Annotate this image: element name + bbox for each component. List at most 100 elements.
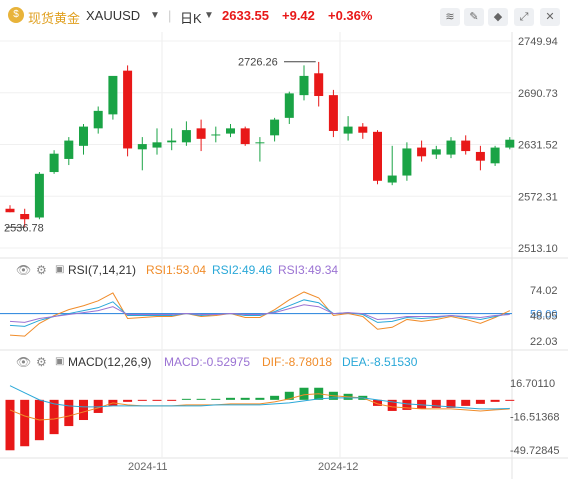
eye-icon[interactable]: 👁 bbox=[16, 355, 32, 369]
chart-type-icon[interactable]: ≋ bbox=[440, 8, 460, 26]
candle-body bbox=[137, 144, 147, 150]
fullscreen-icon[interactable]: ⤢ bbox=[514, 8, 534, 26]
draw-tool-icon[interactable]: ✎ bbox=[464, 8, 484, 26]
macd-histogram-bar bbox=[402, 399, 412, 410]
candle-body bbox=[505, 139, 515, 148]
price-change-pct: +0.36% bbox=[328, 8, 373, 23]
macd-value: MACD:-0.52975 bbox=[164, 355, 251, 369]
macd-histogram-bar bbox=[123, 399, 133, 402]
last-price: 2633.55 bbox=[222, 8, 269, 23]
rsi-tick-label: 74.02 bbox=[530, 285, 558, 297]
macd-tick-label: 16.70110 bbox=[510, 378, 555, 390]
macd-histogram-bar bbox=[373, 399, 382, 406]
macd-histogram-bar bbox=[64, 399, 74, 427]
gold-coin-icon: $ bbox=[8, 7, 24, 23]
macd-histogram-bar bbox=[196, 398, 206, 400]
symbol-dropdown-icon[interactable]: ▼ bbox=[150, 10, 160, 21]
candle-body bbox=[255, 142, 265, 144]
candle-body bbox=[461, 140, 471, 152]
macd-pane-header: 👁 ⚙ ▣ MACD(12,26,9) MACD:-0.52975 DIF:-8… bbox=[0, 352, 568, 372]
rsi1-value: RSI1:53.04 bbox=[146, 263, 207, 277]
price-tick-label: 2749.94 bbox=[518, 36, 558, 48]
macd-histogram-bar bbox=[5, 399, 15, 451]
candle-body bbox=[181, 130, 191, 143]
price-tick-label: 2631.52 bbox=[518, 140, 558, 152]
candle-body bbox=[93, 110, 103, 129]
macd-histogram-bar bbox=[270, 395, 280, 400]
macd-histogram-bar bbox=[226, 397, 235, 400]
candle-body bbox=[152, 142, 162, 148]
high-annotation: 2726.26 bbox=[238, 57, 278, 69]
chart-header: $ 现货黄金 XAUUSD ▼ | 日K ▼ 2633.55 +9.42 +0.… bbox=[0, 0, 568, 32]
price-tick-label: 2572.31 bbox=[518, 191, 558, 203]
rsi-pane-header: 👁 ⚙ ▣ RSI(7,14,21) RSI1:53.04 RSI2:49.46… bbox=[0, 260, 568, 280]
candle-body bbox=[108, 75, 118, 115]
indicator-icon[interactable]: ◆ bbox=[488, 8, 508, 26]
rsi-line-rsi2 bbox=[9, 299, 510, 327]
candle-body bbox=[475, 151, 485, 161]
macd-histogram-bar bbox=[505, 399, 515, 401]
macd-histogram-bar bbox=[211, 398, 221, 400]
symbol-code[interactable]: XAUUSD bbox=[86, 8, 141, 23]
close-icon[interactable]: ✕ bbox=[540, 8, 560, 26]
candle-body bbox=[270, 119, 280, 136]
settings-icon[interactable]: ⚙ bbox=[36, 263, 47, 277]
candle-body bbox=[446, 140, 456, 155]
candle-body bbox=[314, 73, 324, 97]
macd-line-dea bbox=[9, 385, 510, 410]
indicator-box-icon[interactable]: ▣ bbox=[55, 264, 65, 275]
settings-icon[interactable]: ⚙ bbox=[36, 355, 47, 369]
low-annotation: 2536.78 bbox=[4, 222, 44, 234]
symbol-name[interactable]: 现货黄金 bbox=[28, 11, 81, 26]
macd-histogram-bar bbox=[417, 399, 427, 409]
candle-body bbox=[20, 214, 30, 220]
rsi-tick-label: 48.05 bbox=[530, 310, 558, 322]
candle-body bbox=[49, 153, 59, 173]
rsi3-value: RSI3:49.34 bbox=[278, 263, 339, 277]
candle-body bbox=[79, 126, 88, 146]
candle-body bbox=[226, 128, 235, 134]
macd-histogram-bar bbox=[93, 399, 103, 413]
macd-histogram-bar bbox=[49, 399, 59, 435]
candle-body bbox=[387, 175, 397, 183]
macd-histogram-bar bbox=[240, 397, 250, 400]
macd-tick-label: -49.72845 bbox=[510, 445, 560, 457]
macd-histogram-bar bbox=[20, 399, 30, 447]
candle-body bbox=[417, 147, 427, 157]
indicator-box-icon[interactable]: ▣ bbox=[55, 356, 65, 367]
macd-line-dif bbox=[9, 393, 510, 421]
macd-histogram-bar bbox=[152, 399, 162, 401]
dif-value: DIF:-8.78018 bbox=[262, 355, 333, 369]
candle-body bbox=[211, 134, 221, 136]
macd-histogram-bar bbox=[284, 391, 294, 400]
price-tick-label: 2690.73 bbox=[518, 88, 558, 100]
candle-body bbox=[240, 128, 250, 145]
rsi-label: RSI(7,14,21) bbox=[68, 263, 137, 277]
macd-histogram-bar bbox=[387, 399, 397, 411]
rsi-tick-label: 50.00 bbox=[530, 309, 558, 321]
eye-icon[interactable]: 👁 bbox=[16, 263, 32, 277]
macd-histogram-bar bbox=[475, 399, 485, 404]
candle-body bbox=[167, 140, 177, 143]
candle-body bbox=[373, 131, 382, 181]
candle-body bbox=[431, 149, 441, 155]
candle-body bbox=[358, 126, 368, 133]
macd-tick-label: -16.51368 bbox=[510, 412, 560, 424]
macd-histogram-bar bbox=[446, 399, 456, 408]
candle-body bbox=[196, 128, 206, 139]
date-tick-label: 2024-11 bbox=[128, 461, 168, 473]
candle-body bbox=[343, 126, 353, 134]
candle-body bbox=[284, 93, 294, 118]
period-selector[interactable]: 日K bbox=[180, 11, 202, 26]
macd-histogram-bar bbox=[137, 399, 147, 401]
price-change: +9.42 bbox=[282, 8, 315, 23]
price-tick-label: 2513.10 bbox=[518, 243, 558, 255]
dea-value: DEA:-8.51530 bbox=[342, 355, 418, 369]
period-dropdown-icon[interactable]: ▼ bbox=[204, 10, 214, 21]
candle-body bbox=[328, 95, 338, 131]
rsi-line-rsi3 bbox=[9, 304, 510, 323]
candle-body bbox=[490, 147, 500, 164]
macd-histogram-bar bbox=[255, 397, 265, 400]
candle-body bbox=[64, 140, 74, 159]
